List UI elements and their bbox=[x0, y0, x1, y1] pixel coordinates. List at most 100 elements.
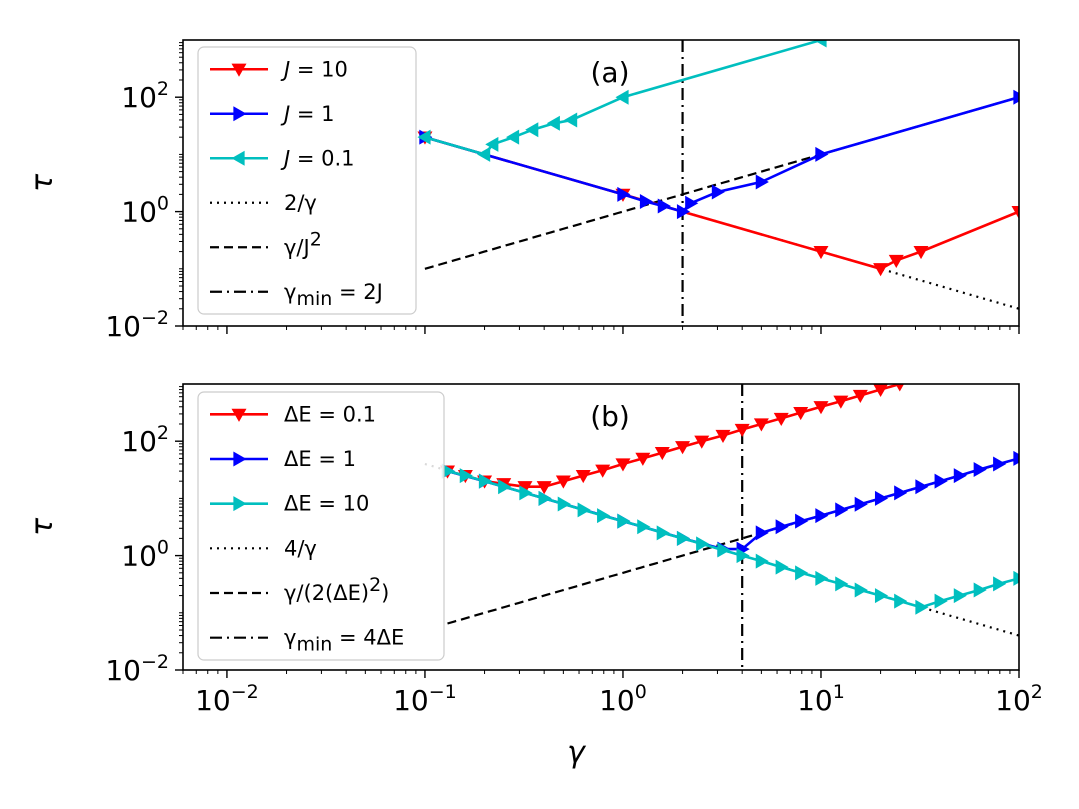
data-point bbox=[676, 204, 691, 220]
data-point bbox=[675, 441, 691, 455]
text-part: −2 bbox=[141, 651, 169, 673]
data-point bbox=[654, 447, 670, 461]
data-point bbox=[517, 481, 533, 495]
data-point bbox=[813, 401, 829, 415]
data-point bbox=[477, 146, 491, 162]
data-point bbox=[525, 122, 539, 138]
legend-box bbox=[197, 46, 417, 315]
data-point bbox=[577, 502, 591, 518]
data-point bbox=[441, 463, 456, 479]
legend-label: 2/γ bbox=[284, 191, 317, 215]
legend-item: J = 10 bbox=[210, 57, 348, 81]
data-point bbox=[775, 559, 789, 575]
text-part: = 0.1 bbox=[312, 402, 376, 426]
data-point bbox=[813, 40, 827, 48]
text-part: 10 bbox=[797, 684, 833, 717]
text-part: min bbox=[296, 288, 332, 310]
text-part: ΔE bbox=[284, 492, 312, 516]
legend-label: J = 1 bbox=[280, 102, 335, 126]
data-point bbox=[595, 464, 611, 478]
series-line bbox=[424, 95, 1019, 214]
data-point bbox=[736, 548, 750, 564]
panel-label: (a) bbox=[590, 56, 629, 89]
data-point bbox=[656, 525, 670, 541]
data-point bbox=[538, 490, 552, 506]
x-axis-label: γ bbox=[567, 735, 587, 770]
legend-marker bbox=[231, 408, 247, 422]
data-point bbox=[894, 593, 908, 609]
data-point bbox=[894, 485, 908, 501]
text-part: γ bbox=[284, 280, 296, 304]
reference-lines bbox=[424, 384, 1019, 670]
legend-label: ΔE = 0.1 bbox=[284, 402, 376, 426]
text-part: 0 bbox=[157, 193, 169, 215]
series-group bbox=[440, 384, 1019, 615]
data-point bbox=[615, 458, 631, 472]
legend-marker bbox=[231, 150, 245, 166]
y-axis-label: τ bbox=[25, 517, 60, 536]
data-point bbox=[694, 435, 710, 449]
legend-label: J = 10 bbox=[280, 57, 348, 81]
text-part: 10 bbox=[393, 684, 429, 717]
data-point bbox=[755, 553, 769, 569]
text-part: = 1 bbox=[290, 102, 334, 126]
panel-label: (b) bbox=[590, 400, 630, 433]
data-point bbox=[835, 502, 849, 518]
text-part: ΔE bbox=[284, 447, 312, 471]
x-tick-label: 102 bbox=[995, 681, 1043, 717]
text-part: 10 bbox=[121, 81, 157, 114]
data-point bbox=[519, 485, 533, 501]
data-point bbox=[993, 456, 1007, 472]
data-point bbox=[485, 136, 499, 152]
linear-gamma-line bbox=[424, 96, 1019, 270]
legend-item: γmin = 4ΔE bbox=[210, 626, 404, 656]
y-tick-label: 102 bbox=[121, 422, 169, 458]
legend-item: γ/J2 bbox=[210, 228, 322, 259]
text-part: = 1 bbox=[312, 447, 356, 471]
text-part: γ bbox=[284, 626, 296, 650]
data-point bbox=[795, 565, 809, 581]
data-point bbox=[564, 112, 578, 128]
data-point bbox=[773, 412, 789, 426]
legend-marker bbox=[231, 63, 247, 77]
data-point bbox=[895, 384, 905, 392]
text-part: 10 bbox=[599, 684, 635, 717]
text-part: 2 bbox=[310, 228, 322, 250]
x-tick-label: 10−2 bbox=[195, 681, 259, 717]
text-part: 10 bbox=[995, 684, 1031, 717]
y-axis-label: τ bbox=[25, 173, 60, 192]
data-point bbox=[635, 452, 651, 466]
text-part: ) bbox=[381, 581, 389, 605]
text-part: = 0.1 bbox=[290, 146, 354, 170]
legend-box bbox=[197, 391, 445, 661]
data-point bbox=[696, 536, 710, 552]
data-point bbox=[734, 423, 750, 438]
legend-label: 4/γ bbox=[284, 536, 317, 560]
legend-item: ΔE = 0.1 bbox=[210, 402, 376, 426]
legend-label: γmin = 4ΔE bbox=[284, 626, 404, 656]
data-point bbox=[715, 429, 731, 443]
legend-item: ΔE = 10 bbox=[210, 492, 369, 516]
data-point bbox=[1013, 450, 1019, 466]
text-part: −2 bbox=[141, 307, 169, 329]
x-tick-label: 100 bbox=[599, 681, 647, 717]
legend-label: γ/J2 bbox=[284, 228, 322, 259]
data-point bbox=[854, 496, 868, 512]
data-point bbox=[973, 462, 987, 478]
data-point bbox=[459, 468, 473, 484]
text-part: −2 bbox=[231, 681, 259, 703]
series-line bbox=[447, 469, 1019, 609]
data-point bbox=[815, 146, 829, 162]
data-point bbox=[639, 194, 654, 210]
reference-lines bbox=[424, 40, 1019, 326]
data-point bbox=[657, 198, 671, 214]
text-part: 0 bbox=[157, 537, 169, 559]
data-point bbox=[753, 418, 769, 432]
legend-label: γ/(2(ΔE)2) bbox=[284, 574, 389, 605]
legend-label: γmin = 2J bbox=[284, 280, 383, 310]
data-point bbox=[717, 542, 731, 558]
